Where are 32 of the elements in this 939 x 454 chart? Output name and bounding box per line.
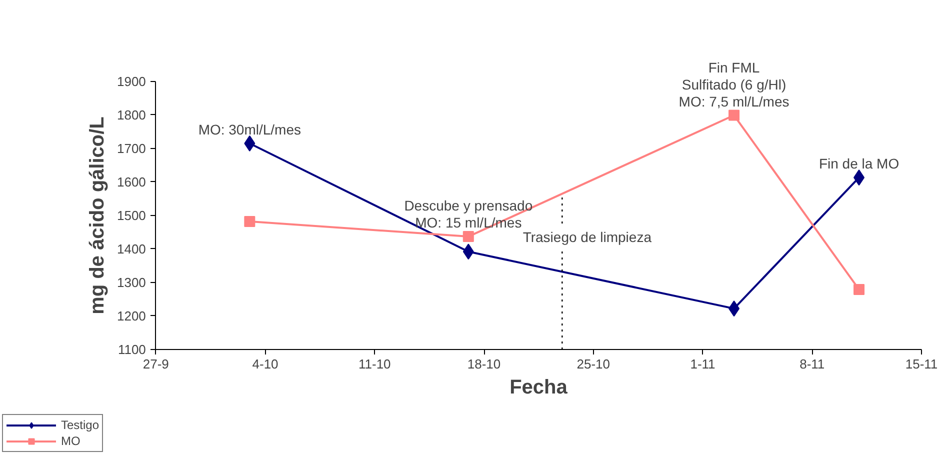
annotation: MO: 30ml/L/mes <box>198 121 302 138</box>
x-tick-label: 27-9 <box>142 356 169 372</box>
y-tick-label: 1200 <box>116 308 146 324</box>
y-tick-label: 1900 <box>116 74 146 89</box>
point <box>728 110 740 121</box>
y-tick-label: 1800 <box>116 107 146 122</box>
x-tick-label: 25-10 <box>576 356 610 372</box>
annotation: Descube y prensado <box>404 198 533 214</box>
ref-line-label: Trasiego de limpieza <box>522 228 652 245</box>
x-tick-label: 18-10 <box>467 356 501 372</box>
y-tick-label: 1700 <box>116 140 146 156</box>
y-tick-label: 1400 <box>116 241 146 256</box>
y-tick-label: 1300 <box>116 274 146 290</box>
y-axis-title: mg de ácido gálico/L <box>86 116 109 314</box>
y-tick-label: 1500 <box>116 208 146 223</box>
y-tick-label: 1100 <box>118 342 146 357</box>
point <box>462 231 474 242</box>
point <box>244 216 256 227</box>
x-tick-label: 15-11 <box>905 356 938 372</box>
x-tick-label: 8-11 <box>800 356 825 372</box>
annotation: Sulfitado (6 g/Hl) <box>682 76 786 92</box>
annotation: Fin FML <box>708 59 760 76</box>
annotation: Fin de la MO <box>818 156 900 172</box>
point <box>854 284 865 295</box>
x-tick-label: 11-10 <box>358 356 391 372</box>
x-tick-label: 1-11 <box>690 356 716 372</box>
legend-label: MO <box>61 434 81 448</box>
y-tick-label: 1600 <box>116 174 146 190</box>
legend-label: Testigo <box>61 418 100 432</box>
x-axis-title: Fecha <box>510 376 568 398</box>
x-tick-label: 4-10 <box>252 356 278 372</box>
annotation: MO: 7,5 ml/L/mes <box>678 93 790 110</box>
